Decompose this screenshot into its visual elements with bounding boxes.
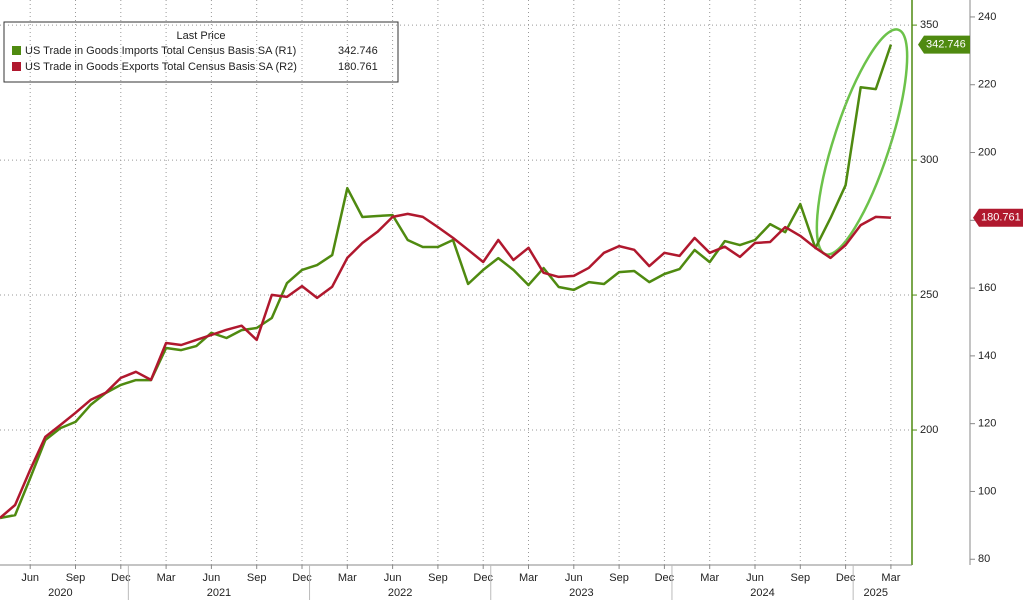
year-label: 2024 — [750, 587, 774, 599]
y-tick-label: 250 — [920, 289, 938, 301]
x-tick-label: Sep — [791, 572, 811, 584]
legend-box — [3, 21, 399, 83]
y2-tick-label: 160 — [978, 282, 996, 294]
x-tick-label: Dec — [655, 572, 675, 584]
year-label: 2022 — [388, 587, 412, 599]
x-tick-label: Jun — [203, 572, 221, 584]
y2-tick-label: 100 — [978, 485, 996, 497]
y2-tick-label: 120 — [978, 418, 996, 430]
y2-tick-label: 220 — [978, 79, 996, 91]
last-value-tag — [973, 208, 1023, 227]
last-value-tag — [918, 35, 970, 54]
x-tick-label: Dec — [836, 572, 856, 584]
last-value-label: 180.761 — [981, 212, 1021, 224]
legend-label: US Trade in Goods Exports Total Census B… — [25, 61, 297, 73]
x-tick-label: Jun — [21, 572, 39, 584]
year-label: 2025 — [864, 587, 888, 599]
highlight-ellipse — [815, 28, 909, 256]
y-tick-label: 300 — [920, 154, 938, 166]
x-tick-label: Dec — [473, 572, 493, 584]
y2-tick-label: 240 — [978, 11, 996, 23]
series-line — [0, 212, 891, 519]
x-tick-label: Jun — [746, 572, 764, 584]
legend-swatch — [12, 62, 21, 71]
legend-swatch — [12, 46, 21, 55]
year-label: 2020 — [48, 587, 72, 599]
y-tick-label: 350 — [920, 19, 938, 31]
x-tick-label: Sep — [609, 572, 629, 584]
last-value-label: 342.746 — [926, 39, 966, 51]
y2-tick-label: 140 — [978, 350, 996, 362]
x-tick-label: Dec — [111, 572, 131, 584]
x-tick-label: Sep — [247, 572, 267, 584]
year-label: 2021 — [207, 587, 231, 599]
y2-tick-label: 200 — [978, 146, 996, 158]
x-tick-label: Mar — [519, 572, 538, 584]
y2-tick-label: 80 — [978, 553, 990, 565]
series-line — [0, 44, 893, 520]
x-tick-label: Mar — [881, 572, 900, 584]
x-tick-label: Mar — [338, 572, 357, 584]
x-tick-label: Jun — [384, 572, 402, 584]
x-tick-label: Mar — [700, 572, 719, 584]
x-tick-label: Sep — [66, 572, 86, 584]
year-label: 2023 — [569, 587, 593, 599]
legend-value: 342.746 — [338, 45, 378, 57]
legend-value: 180.761 — [338, 61, 378, 73]
y-tick-label: 200 — [920, 424, 938, 436]
x-tick-label: Jun — [565, 572, 583, 584]
x-tick-label: Mar — [157, 572, 176, 584]
x-tick-label: Sep — [428, 572, 448, 584]
x-tick-label: Dec — [292, 572, 312, 584]
legend-label: US Trade in Goods Imports Total Census B… — [25, 45, 296, 57]
legend-title: Last Price — [177, 30, 226, 42]
